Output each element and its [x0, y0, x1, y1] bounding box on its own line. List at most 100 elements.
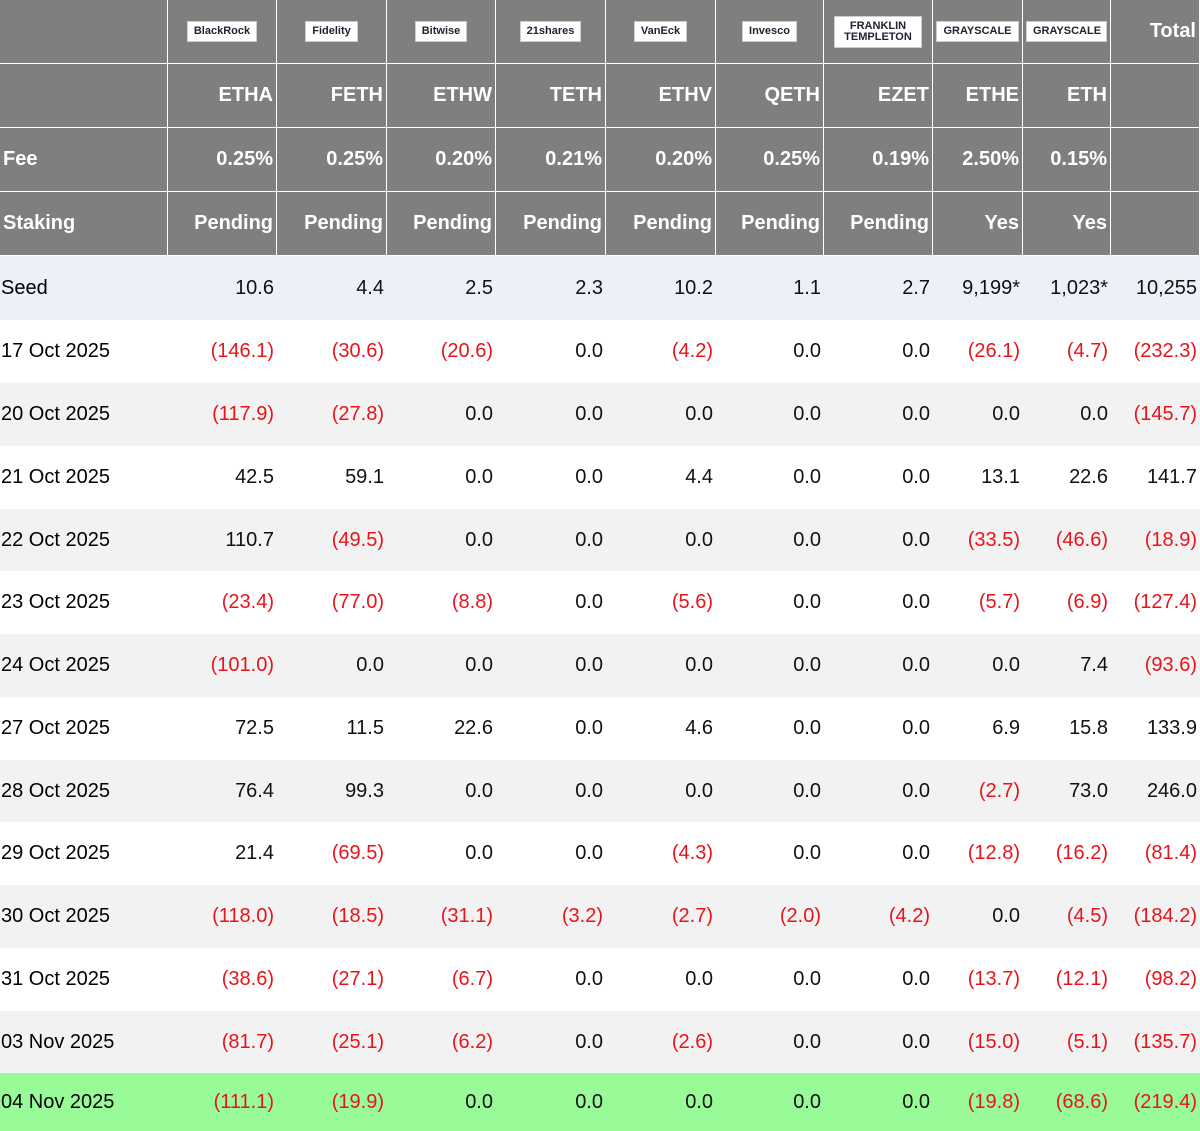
value: 2.3 [575, 276, 603, 299]
value: 0.0 [793, 779, 821, 802]
value: 7.4 [1080, 654, 1108, 676]
value: 0.0 [793, 842, 821, 864]
value: (20.6) [440, 340, 493, 362]
logo-cell: Bitwise [387, 0, 496, 64]
value: 0.0 [902, 340, 930, 362]
value: 0.0 [992, 654, 1020, 676]
value: 0.0 [685, 968, 713, 990]
fee-value: 0.20% [606, 128, 716, 192]
staking-value: Pending [496, 192, 606, 256]
value: 0.0 [465, 403, 493, 425]
logo: FRANKLIN TEMPLETON [834, 15, 922, 48]
value: 0.0 [465, 842, 493, 864]
value: 0.0 [465, 466, 493, 488]
value: (68.6) [1055, 1090, 1108, 1113]
value: (19.9) [331, 1090, 384, 1113]
value: (184.2) [1133, 905, 1197, 927]
value: 2.7 [902, 276, 930, 299]
value: 0.0 [356, 654, 384, 676]
fee-value: 0.21% [496, 128, 606, 192]
value: (6.9) [1066, 591, 1108, 613]
value: 0.0 [793, 528, 821, 551]
value: (81.4) [1144, 842, 1197, 864]
ticker: EZET [824, 64, 933, 128]
value: (15.0) [967, 1030, 1020, 1053]
value: 4.6 [685, 717, 713, 739]
value: 4.4 [685, 466, 713, 488]
header-cell [1111, 64, 1200, 128]
value: 0.0 [575, 466, 603, 488]
value: (5.7) [978, 591, 1020, 613]
value: 110.7 [225, 528, 274, 551]
ticker: ETHA [168, 64, 277, 128]
fee-value: 0.15% [1023, 128, 1111, 192]
ticker: FETH [277, 64, 387, 128]
logo-cell: Invesco [716, 0, 824, 64]
value: 0.0 [465, 654, 493, 676]
value: 6.9 [992, 717, 1020, 739]
value: 0.0 [793, 717, 821, 739]
row-background [0, 446, 1200, 509]
date: 22 Oct 2025 [1, 528, 110, 551]
value: (127.4) [1133, 591, 1197, 613]
value: (77.0) [331, 591, 384, 613]
row-background [0, 697, 1200, 760]
value: 21.4 [235, 842, 274, 864]
value: 11.5 [346, 717, 384, 739]
value: 0.0 [902, 654, 930, 676]
fee-value: 2.50% [933, 128, 1023, 192]
staking-value: Pending [168, 192, 277, 256]
logo-cell: GRAYSCALE [933, 0, 1023, 64]
value: (6.2) [451, 1030, 493, 1053]
value: (19.8) [967, 1090, 1020, 1113]
value: (18.9) [1144, 528, 1197, 551]
logo: BlackRock [186, 21, 258, 42]
value: 9,199* [962, 276, 1020, 299]
value: (4.2) [888, 905, 930, 927]
date: 30 Oct 2025 [1, 905, 110, 927]
row-background [0, 256, 1200, 320]
logo: VanEck [633, 21, 688, 42]
value: 0.0 [902, 528, 930, 551]
value: 0.0 [1080, 403, 1108, 425]
value: (13.7) [967, 968, 1020, 990]
value: 0.0 [575, 1030, 603, 1053]
logo-cell: FRANKLIN TEMPLETON [824, 0, 933, 64]
fee-value: 0.19% [824, 128, 933, 192]
value: (12.8) [967, 842, 1020, 864]
value: (16.2) [1055, 842, 1108, 864]
date: 20 Oct 2025 [1, 403, 110, 425]
value: (2.7) [978, 779, 1020, 802]
row-background [0, 885, 1200, 948]
value: (49.5) [331, 528, 384, 551]
value: 10.2 [674, 276, 713, 299]
value: (232.3) [1133, 340, 1197, 362]
value: 0.0 [575, 968, 603, 990]
value: 0.0 [902, 591, 930, 613]
value: (2.7) [671, 905, 713, 927]
value: 13.1 [981, 466, 1020, 488]
value: (33.5) [967, 528, 1020, 551]
value: 0.0 [902, 403, 930, 425]
date: 31 Oct 2025 [1, 968, 110, 990]
row-background [0, 571, 1200, 634]
value: (135.7) [1133, 1030, 1197, 1053]
value: 0.0 [992, 403, 1020, 425]
value: (101.0) [210, 654, 274, 676]
value: 2.5 [465, 276, 493, 299]
value: (46.6) [1055, 528, 1108, 551]
value: 15.8 [1069, 717, 1108, 739]
staking-value: Yes [933, 192, 1023, 256]
value: 0.0 [793, 340, 821, 362]
row-background [0, 634, 1200, 697]
staking-value: Pending [606, 192, 716, 256]
fee-value: 0.25% [277, 128, 387, 192]
value: 0.0 [575, 654, 603, 676]
value: 22.6 [1069, 466, 1108, 488]
row-background [0, 948, 1200, 1011]
value: 0.0 [575, 1090, 603, 1113]
ticker: ETH [1023, 64, 1111, 128]
value: 0.0 [902, 968, 930, 990]
date: 27 Oct 2025 [1, 717, 110, 739]
ticker: TETH [496, 64, 606, 128]
